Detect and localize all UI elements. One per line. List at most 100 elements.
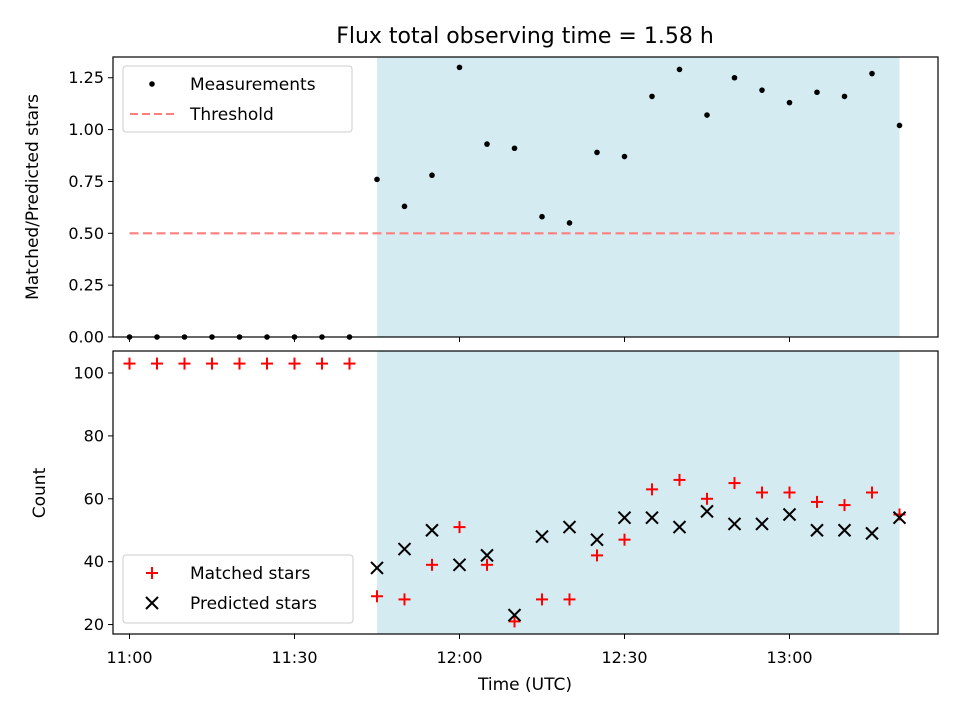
matched-stars-point [123, 357, 136, 370]
predicted-stars-point [452, 558, 467, 572]
matched-stars-point [261, 357, 273, 370]
x-stroke [645, 510, 659, 525]
observing-window-bottom [377, 351, 900, 634]
x-stroke [507, 608, 522, 622]
matched-stars-point [563, 593, 576, 606]
x-stroke [535, 529, 549, 544]
bottom-y-axis-label: Count [30, 467, 50, 518]
matched-stars-point [371, 590, 383, 603]
predicted-stars-point [480, 548, 494, 563]
measurement-point [841, 93, 848, 100]
matched-stars-point [866, 486, 878, 499]
predicted-stars-point [865, 526, 879, 541]
matched-stars-point [453, 521, 466, 534]
y-tick-label: 80 [84, 426, 104, 445]
x-tick-label: 11:30 [271, 648, 317, 667]
measurement-point [786, 99, 793, 106]
x-tick-label: 11:00 [106, 648, 152, 667]
predicted-stars-point [397, 542, 412, 556]
legend-threshold-label: Threshold [189, 105, 274, 125]
legend-predicted-label: Predicted stars [190, 594, 317, 614]
matched-stars-point [316, 357, 328, 370]
measurement-point [814, 89, 820, 96]
predicted-stars-point [617, 510, 632, 525]
predicted-stars-point [645, 510, 659, 525]
matched-stars-point [618, 533, 631, 546]
predicted-stars-point [892, 510, 907, 525]
bottom-panel-counts: 20 40 60 80 100 11:00 11:30 12:00 12:30 13:00 Co… [30, 350, 939, 695]
legend-matched-label: Matched stars [190, 564, 310, 584]
top-panel-frame [112, 56, 939, 338]
bottom-legend-box [122, 554, 354, 624]
chart-title: Flux total observing time = 1.58 h [336, 24, 714, 49]
measurement-point [704, 112, 710, 118]
predicted-stars-point [672, 520, 687, 534]
x-stroke [837, 523, 852, 537]
legend-measurements-marker [149, 81, 155, 87]
x-stroke [755, 517, 769, 531]
top-legend-box [122, 65, 353, 133]
x-stroke [727, 517, 742, 531]
matched-stars-point [426, 558, 438, 571]
x-stroke [397, 542, 412, 556]
matched-stars-point [343, 357, 356, 370]
matched-stars-point [288, 357, 301, 370]
x-stroke [700, 504, 714, 519]
predicted-stars-point [782, 507, 797, 522]
measurement-point [456, 64, 463, 71]
x-axis-label: Time (UTC) [477, 675, 572, 695]
legend-predicted-marker [145, 596, 159, 610]
measurement-point [484, 141, 490, 147]
x-stroke [892, 510, 907, 525]
matched-stars-point [398, 593, 411, 606]
measurement-point [676, 66, 683, 73]
top-y-axis-label: Matched/Predicted stars [23, 94, 43, 300]
matched-stars-point [838, 499, 851, 512]
y-tick-label: 0.00 [68, 328, 104, 347]
x-stroke [590, 532, 604, 547]
matched-stars-point [151, 357, 163, 370]
measurement-point [539, 213, 545, 220]
top-legend: Measurements Threshold [122, 65, 353, 133]
measurement-point [759, 87, 765, 93]
x-tick-label: 12:00 [436, 648, 482, 667]
y-tick-label: 20 [84, 615, 104, 634]
measurement-point [429, 172, 435, 179]
y-tick-label: 1.00 [68, 120, 104, 139]
matched-stars-point [756, 486, 768, 499]
matched-stars-point [591, 549, 603, 562]
predicted-stars-point [755, 517, 769, 531]
matched-stars-point [728, 477, 741, 490]
x-stroke [617, 510, 632, 525]
x-stroke [480, 548, 494, 563]
predicted-stars-point [727, 517, 742, 531]
matched-stars-point [783, 486, 796, 499]
measurement-point [566, 220, 573, 226]
bottom-legend: Matched stars Predicted stars [122, 554, 354, 624]
y-tick-label: 40 [84, 552, 104, 571]
measurement-point [511, 145, 518, 152]
y-tick-label: 0.25 [68, 276, 104, 295]
predicted-stars-point [535, 529, 549, 544]
bottom-panel-frame [112, 350, 939, 635]
predicted-stars-point [810, 523, 824, 537]
x-stroke [782, 507, 797, 522]
matched-stars-point [206, 357, 218, 370]
legend-matched-marker [146, 567, 158, 579]
measurement-point [731, 74, 738, 81]
y-tick-label: 1.25 [68, 68, 104, 87]
matched-stars-point [673, 473, 686, 486]
y-tick-label: 0.75 [68, 172, 104, 191]
matched-stars-point [178, 357, 191, 370]
x-stroke [865, 526, 879, 541]
x-tick-label: 13:00 [766, 648, 812, 667]
predicted-stars-point [370, 561, 384, 575]
x-stroke [452, 558, 467, 572]
y-tick-label: 0.50 [68, 224, 104, 243]
x-stroke [672, 520, 687, 534]
y-tick-label: 100 [73, 364, 104, 383]
predicted-stars-point [700, 504, 714, 519]
predicted-stars-point [507, 608, 522, 622]
measurement-point [401, 203, 408, 210]
x-stroke [810, 523, 824, 537]
